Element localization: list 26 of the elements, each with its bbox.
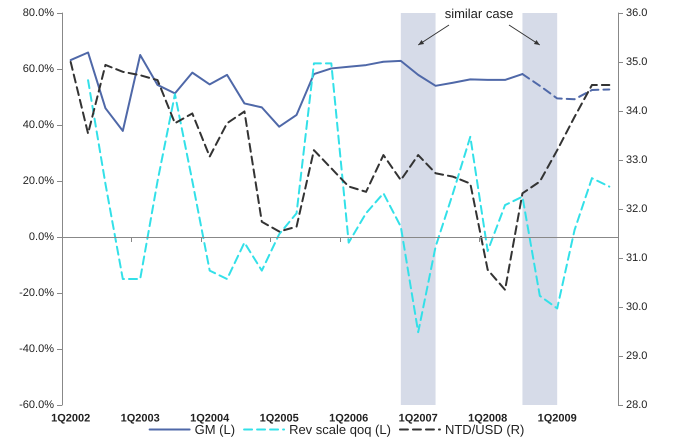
- y2-tick-label: 36.0: [626, 7, 648, 19]
- y-tick-label: -20.0%: [19, 287, 54, 299]
- x-tick-label: 1Q2005: [260, 412, 299, 424]
- y2-tick-label: 32.0: [626, 203, 648, 215]
- y2-tick-label: 34.0: [626, 105, 648, 117]
- x-tick-label: 1Q2007: [398, 412, 438, 424]
- y-tick-label: 0.0%: [28, 231, 54, 243]
- x-tick-label: 1Q2003: [120, 412, 160, 424]
- annotation: similar case: [444, 6, 514, 21]
- y-tick-label: 20.0%: [22, 175, 54, 187]
- x-tick-label: 1Q2006: [329, 412, 368, 424]
- y-tick-label: 40.0%: [22, 119, 54, 131]
- x-tick-label: 1Q2009: [538, 412, 577, 424]
- y-tick-label: 80.0%: [22, 7, 54, 19]
- x-tick-label: 1Q2002: [51, 412, 90, 424]
- y2-tick-label: 30.0: [626, 301, 648, 313]
- y2-tick-label: 31.0: [626, 252, 648, 264]
- y2-tick-label: 33.0: [626, 154, 648, 166]
- x-tick-label: 1Q2004: [190, 412, 230, 424]
- y-tick-label: -60.0%: [19, 399, 54, 411]
- x-tick-label: 1Q2008: [468, 412, 508, 424]
- y2-tick-label: 29.0: [626, 350, 648, 362]
- y-tick-label: -40.0%: [19, 343, 54, 355]
- y2-tick-label: 28.0: [626, 399, 648, 411]
- y-tick-label: 60.0%: [22, 63, 54, 75]
- y2-tick-label: 35.0: [626, 56, 648, 68]
